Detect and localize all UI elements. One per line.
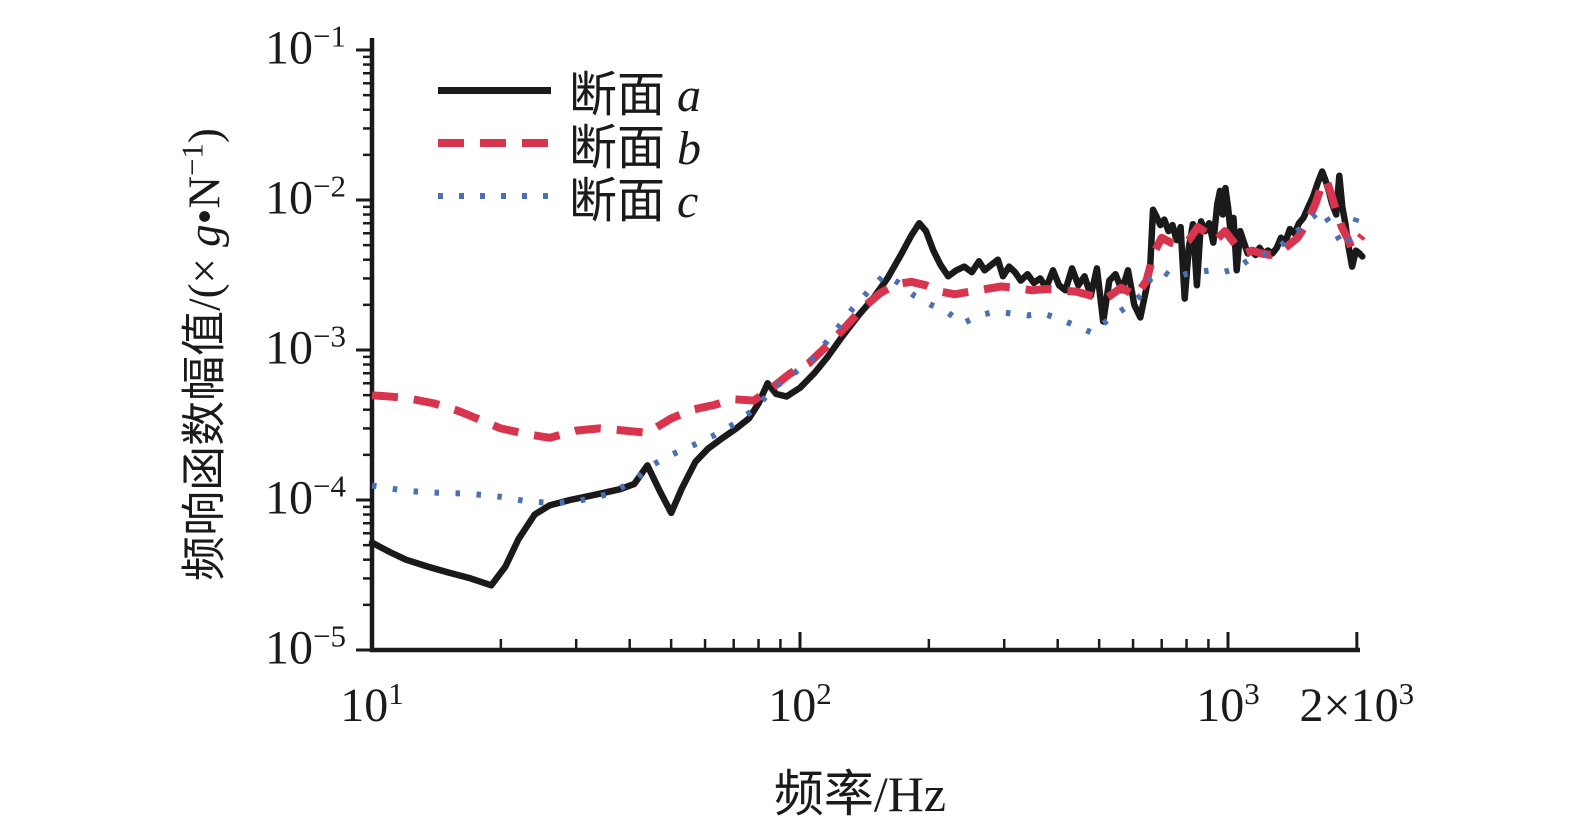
y-axis-label-unit: •N bbox=[179, 176, 230, 225]
legend-item-section-b: 断面 b bbox=[438, 117, 701, 175]
legend-label-b: 断面 b bbox=[569, 108, 701, 178]
y-axis-label-g: g bbox=[179, 224, 230, 247]
legend-line-sample-c bbox=[438, 193, 551, 199]
legend-label-a-text: 断面 bbox=[569, 69, 666, 122]
y-axis-label-close: ) bbox=[179, 128, 230, 144]
legend-label-c-text: 断面 bbox=[569, 175, 666, 228]
axes bbox=[356, 38, 1360, 653]
y-tick-label: 10−5 bbox=[265, 618, 346, 675]
y-axis-label-exponent: −1 bbox=[174, 143, 210, 177]
series-line-a bbox=[368, 168, 1366, 589]
y-tick-label: 10−4 bbox=[265, 468, 346, 525]
legend-label-a-letter: a bbox=[677, 69, 702, 122]
x-tick-label: 102 bbox=[768, 675, 832, 732]
x-tick-label: 101 bbox=[340, 675, 404, 732]
legend-label-c: 断面 c bbox=[569, 161, 698, 231]
legend-item-section-c: 断面 c bbox=[438, 170, 698, 228]
legend-label-b-letter: b bbox=[677, 122, 702, 175]
x-tick-label: 103 bbox=[1196, 675, 1260, 732]
x-axis-label: 频率/Hz bbox=[773, 766, 947, 822]
legend-item-section-a: 断面 a bbox=[438, 64, 701, 122]
y-tick-label: 10−3 bbox=[265, 318, 346, 375]
legend-label-b-text: 断面 bbox=[569, 122, 666, 175]
series-line-c bbox=[371, 206, 1363, 507]
legend-line-sample-b bbox=[438, 139, 551, 147]
series-line-b bbox=[371, 176, 1366, 442]
y-tick-label: 10−2 bbox=[265, 168, 346, 225]
x-tick-label: 2×103 bbox=[1299, 675, 1415, 732]
y-axis-label-text: 频响函数幅值/(× bbox=[179, 246, 230, 581]
y-tick-label: 10−1 bbox=[265, 18, 346, 75]
legend-label-a: 断面 a bbox=[569, 55, 701, 125]
y-axis-label: 频响函数幅值/(× g•N−1) bbox=[168, 43, 233, 667]
legend-line-sample-a bbox=[438, 86, 551, 94]
legend-label-c-letter: c bbox=[677, 175, 699, 228]
